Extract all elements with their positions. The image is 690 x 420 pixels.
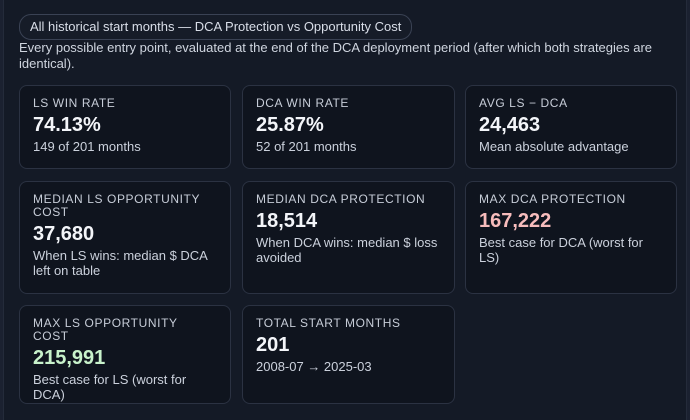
- stat-value: 167,222: [479, 210, 552, 232]
- stat-label: MEDIAN DCA PROTECTION: [256, 192, 426, 206]
- stat-label: MAX DCA PROTECTION: [479, 192, 626, 206]
- stat-label: LS WIN RATE: [33, 96, 116, 110]
- stat-label: TOTAL START MONTHS: [256, 316, 401, 330]
- stat-subtext: 52 of 201 months: [256, 139, 357, 154]
- stat-label: MAX LS OPPORTUNITY COST: [33, 316, 178, 343]
- left-scroll-edge: [0, 0, 4, 420]
- stat-label: AVG LS − DCA: [479, 96, 568, 110]
- stat-label: DCA WIN RATE: [256, 96, 349, 110]
- stat-subtext: When LS wins: median $ DCA left on table: [33, 248, 208, 278]
- stat-subtext: 2008-07 → 2025-03: [256, 359, 372, 374]
- right-scroll-edge: [686, 0, 690, 420]
- stat-card-avg-ls-dca: AVG LS − DCA 24,463 Mean absolute advant…: [465, 85, 677, 169]
- stat-value: 25.87%: [256, 114, 324, 136]
- stat-card-median-ls-opportunity-cost: MEDIAN LS OPPORTUNITY COST 37,680 When L…: [19, 181, 231, 294]
- stat-value: 201: [256, 334, 290, 356]
- stat-card-ls-win-rate: LS WIN RATE 74.13% 149 of 201 months: [19, 85, 231, 169]
- stat-subtext: 149 of 201 months: [33, 139, 141, 154]
- stat-card-total-start-months: TOTAL START MONTHS 201 2008-07 → 2025-03: [242, 305, 455, 404]
- section-description: Every possible entry point, evaluated at…: [19, 40, 653, 71]
- stat-label: MEDIAN LS OPPORTUNITY COST: [33, 192, 200, 219]
- stat-value: 215,991: [33, 347, 106, 369]
- stat-subtext: Mean absolute advantage: [479, 139, 629, 154]
- stat-value: 24,463: [479, 114, 541, 136]
- stat-value: 74.13%: [33, 114, 101, 136]
- stat-card-max-dca-protection: MAX DCA PROTECTION 167,222 Best case for…: [465, 181, 677, 294]
- section-pill: All historical start months — DCA Protec…: [19, 14, 413, 40]
- stat-subtext: When DCA wins: median $ loss avoided: [256, 235, 438, 265]
- stat-subtext: Best case for LS (worst for DCA): [33, 372, 187, 402]
- stat-value: 37,680: [33, 223, 95, 245]
- stat-value: 18,514: [256, 210, 318, 232]
- stat-subtext: Best case for DCA (worst for LS): [479, 235, 643, 265]
- stat-card-dca-win-rate: DCA WIN RATE 25.87% 52 of 201 months: [242, 85, 455, 169]
- stat-card-median-dca-protection: MEDIAN DCA PROTECTION 18,514 When DCA wi…: [242, 181, 455, 294]
- stat-card-max-ls-opportunity-cost: MAX LS OPPORTUNITY COST 215,991 Best cas…: [19, 305, 231, 404]
